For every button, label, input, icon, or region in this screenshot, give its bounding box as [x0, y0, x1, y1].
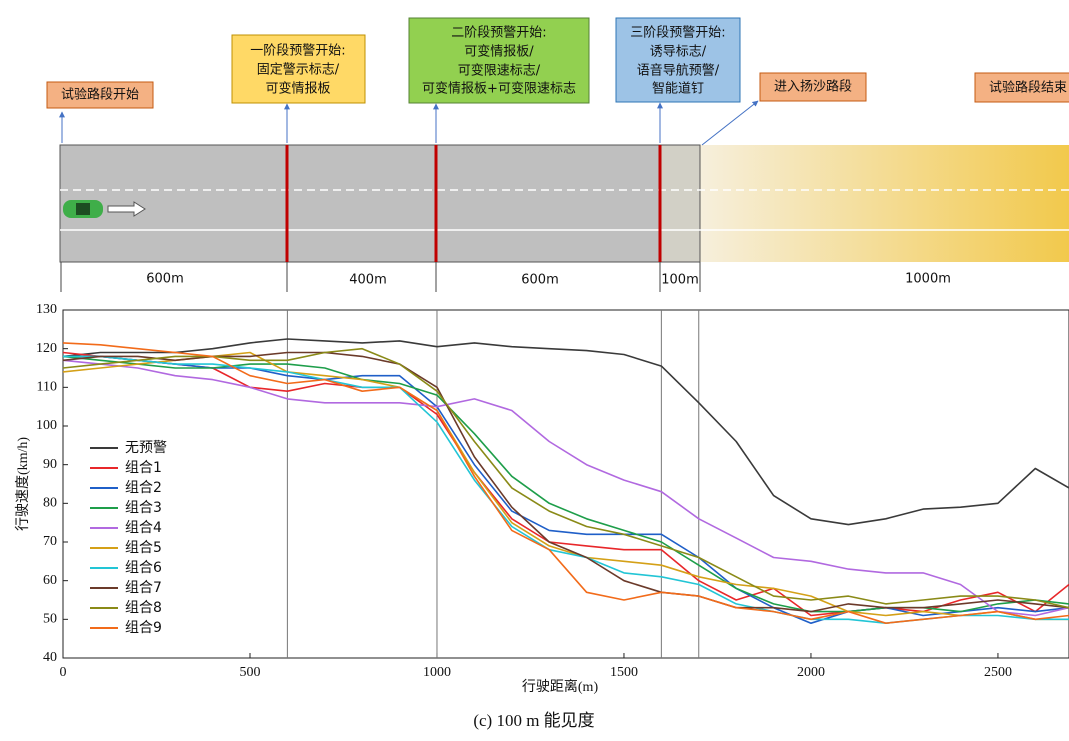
y-tick-label: 60	[43, 573, 57, 588]
callout-arrows	[62, 101, 758, 145]
box-text: 一阶段预警开始:	[250, 43, 345, 59]
y-tick-label: 70	[43, 534, 57, 549]
road-diagram: 试验路段开始 一阶段预警开始: 固定警示标志/ 可变情报板 二阶段预警开始: 可…	[47, 18, 1069, 292]
box-text: 可变限速标志/	[458, 63, 541, 79]
series-line	[63, 360, 1069, 615]
y-tick-label: 100	[36, 418, 57, 433]
legend-label: 无预警	[125, 440, 167, 456]
box-text: 语音导航预警/	[637, 63, 720, 79]
legend-label: 组合4	[125, 520, 162, 536]
x-tick-label: 2000	[797, 665, 825, 680]
box-text: 试验路段开始	[61, 87, 139, 103]
box-text: 进入扬沙路段	[774, 79, 852, 95]
segment-length: 600m	[521, 273, 558, 288]
box-text: 固定警示标志/	[257, 62, 340, 78]
legend-label: 组合7	[125, 580, 162, 596]
y-axis-label: 行驶速度(km/h)	[15, 437, 31, 531]
legend-label: 组合1	[125, 460, 162, 476]
segment-length: 100m	[661, 273, 698, 288]
segment-length: 1000m	[905, 272, 951, 287]
car	[76, 203, 90, 215]
y-tick-label: 50	[43, 612, 57, 627]
series-line	[63, 353, 1069, 620]
box-text: 可变情报板/	[464, 44, 534, 60]
plot-frame	[63, 310, 1069, 658]
speed-chart: 行驶距离(m) 行驶速度(km/h) (c) 100 m 能见度 0 500 100…	[15, 302, 1069, 730]
segment-length: 600m	[146, 272, 183, 287]
series-line	[63, 356, 1069, 623]
box-text: 可变情报板	[265, 81, 330, 97]
legend-label: 组合5	[125, 540, 162, 556]
y-tick-label: 90	[43, 457, 57, 472]
box-text: 诱导标志/	[650, 45, 707, 60]
y-tick-label: 80	[43, 496, 57, 511]
legend-label: 组合3	[125, 500, 162, 516]
legend-label: 组合8	[125, 600, 162, 616]
series-line	[63, 343, 1069, 623]
box-text: 试验路段结束	[989, 80, 1067, 96]
x-tick-label: 1000	[423, 665, 451, 680]
box-text: 三阶段预警开始:	[630, 25, 725, 41]
series-line	[63, 353, 1069, 616]
sand-road	[700, 145, 1069, 262]
x-tick-label: 1500	[610, 665, 638, 680]
legend-label: 组合2	[125, 480, 162, 496]
x-tick-label: 500	[239, 665, 260, 680]
legend-label: 组合9	[125, 620, 162, 636]
y-tick-label: 120	[36, 341, 57, 356]
figure: 试验路段开始 一阶段预警开始: 固定警示标志/ 可变情报板 二阶段预警开始: 可…	[0, 0, 1069, 741]
series-line	[63, 339, 1069, 525]
segment-length: 400m	[349, 273, 386, 288]
y-tick-label: 130	[36, 302, 57, 317]
road	[60, 145, 660, 262]
legend-label: 组合6	[125, 560, 162, 576]
caption: (c) 100 m 能见度	[473, 711, 594, 730]
y-tick-label: 40	[43, 650, 57, 665]
box-text: 二阶段预警开始:	[451, 25, 546, 41]
x-tick-label: 2500	[984, 665, 1012, 680]
x-tick-label: 0	[60, 665, 67, 680]
y-tick-label: 110	[37, 380, 57, 395]
road	[660, 145, 700, 262]
box-text: 可变情报板+可变限速标志	[422, 81, 576, 97]
x-axis-label: 行驶距离(m)	[522, 678, 599, 695]
box-text: 智能道钉	[652, 82, 704, 97]
series-line	[63, 356, 1069, 623]
